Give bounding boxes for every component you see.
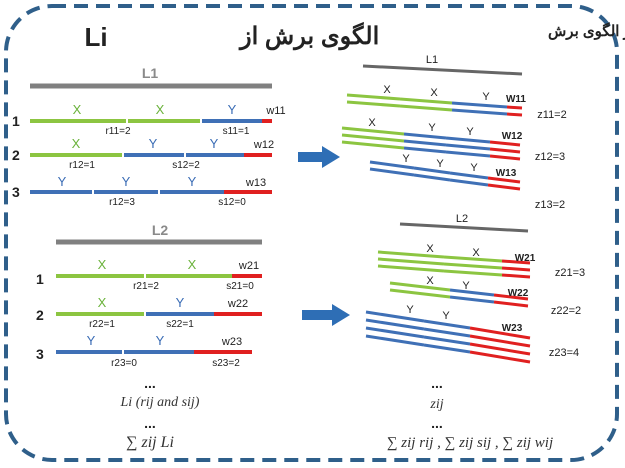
- g1-row3-y3: Y: [188, 174, 197, 189]
- right-g2-p1-waste: W21: [515, 253, 536, 264]
- right-g1-p2-waste: W12: [502, 131, 523, 142]
- g1-row2-number: 2: [12, 147, 20, 163]
- left-title: الگوی برش از: [238, 21, 379, 51]
- left-sum: ∑ zij Li: [126, 434, 174, 451]
- g1-row2-waste: w12: [253, 139, 274, 151]
- g1-row1-number: 1: [12, 113, 20, 129]
- g2-row3-number: 3: [36, 346, 44, 362]
- right-g1-p3-waste: W13: [496, 168, 517, 179]
- arrow-right-2: [302, 304, 350, 326]
- dashed-frame: [4, 4, 619, 462]
- right-g1-p1-label2: X: [430, 87, 438, 99]
- right-stock-bar-L1: [362, 64, 523, 76]
- stock-label-L2: L2: [152, 222, 169, 238]
- g2-row1-number: 1: [36, 271, 44, 287]
- right-g1-p2-label1: X: [368, 117, 376, 129]
- g1-row1-x1: X: [73, 102, 82, 117]
- g1-row3-waste: w13: [245, 177, 266, 189]
- right-g1-p1-z: z11=2: [537, 109, 566, 121]
- g1-row3-y2: Y: [122, 174, 131, 189]
- g1-row1-waste: w11: [265, 105, 285, 117]
- g1-row3-r: r12=3: [109, 197, 135, 208]
- g1-row3-y1: Y: [58, 174, 67, 189]
- right-g1-p3-label2: Y: [436, 158, 444, 170]
- g1-row2-y2: Y: [210, 136, 219, 151]
- left-formula: Li (rij and sij): [120, 395, 200, 410]
- g2-row3-y1: Y: [87, 333, 96, 348]
- g2-row1-s: s21=0: [226, 281, 254, 292]
- right-g2-p2-label2: Y: [462, 280, 470, 292]
- right-g1-p2-label3: Y: [466, 126, 474, 138]
- left-dots-1: ...: [144, 375, 156, 391]
- right-g1-p1-waste: W11: [506, 94, 526, 105]
- g1-row3-s: s12=0: [218, 197, 246, 208]
- g2-row1-x2: X: [188, 257, 197, 272]
- right-sum: ∑ zij rij , ∑ zij sij , ∑ zij wij: [387, 435, 553, 451]
- right-g2-p3-waste: W23: [502, 323, 523, 334]
- right-g1-p3-label1: Y: [402, 153, 410, 165]
- right-g1-pattern1: [346, 93, 523, 117]
- g2-row2-r: r22=1: [89, 319, 115, 330]
- g2-row2-number: 2: [36, 307, 44, 323]
- left-title-symbol: Li: [84, 22, 107, 52]
- right-g2-p1-z: z21=3: [555, 267, 585, 279]
- g1-row1-r: r11=2: [105, 126, 131, 137]
- g2-row2-waste: w22: [227, 298, 248, 310]
- right-g1-p1-label3: Y: [482, 91, 490, 103]
- right-dots-2: ...: [431, 415, 443, 431]
- right-g2-p3-label1: Y: [406, 304, 414, 316]
- right-g1-p3-label3: Y: [470, 162, 478, 174]
- g1-row2-y1: Y: [149, 136, 158, 151]
- right-title: مقادیر مورد نیاز از هر الگوی برش: [548, 22, 625, 40]
- right-g2-p3-label2: Y: [442, 310, 450, 322]
- g1-row1-x2: X: [156, 102, 165, 117]
- g2-row2-s: s22=1: [166, 319, 194, 330]
- g1-row2-s: s12=2: [172, 160, 200, 171]
- g2-row2-x: X: [98, 295, 107, 310]
- g2-row3-s: s23=2: [212, 358, 240, 369]
- right-g1-p2-label2: Y: [428, 122, 436, 134]
- g2-row3-r: r23=0: [111, 358, 137, 369]
- right-g2-p2-label1: X: [426, 275, 434, 287]
- stock-label-L1: L1: [142, 65, 159, 81]
- g2-row2-y: Y: [176, 295, 185, 310]
- right-g2-p2-waste: W22: [508, 288, 529, 299]
- g2-row1-x1: X: [98, 257, 107, 272]
- arrow-right-1: [298, 146, 340, 168]
- g2-row1-r: r21=2: [133, 281, 159, 292]
- g1-row3-number: 3: [12, 184, 20, 200]
- g1-row2-r: r12=1: [69, 160, 95, 171]
- right-stock-label-L2: L2: [456, 213, 468, 225]
- right-g2-pattern1: [377, 250, 531, 279]
- g1-row2-x: X: [72, 136, 81, 151]
- right-g1-pattern2: [341, 126, 521, 161]
- right-g2-pattern2: [389, 281, 529, 308]
- right-g2-p1-label1: X: [426, 243, 434, 255]
- right-stock-bar-L2: [399, 222, 529, 233]
- g1-row1-y: Y: [228, 102, 237, 117]
- g1-row1-s: s11=1: [223, 126, 250, 137]
- right-stock-label-L1: L1: [426, 54, 438, 66]
- right-g1-p3-z: z13=2: [535, 199, 565, 211]
- right-g2-pattern3: [365, 310, 531, 364]
- g2-row1-waste: w21: [238, 260, 259, 272]
- right-g1-p1-label1: X: [383, 84, 391, 96]
- g2-row3-waste: w23: [221, 336, 242, 348]
- right-g1-p2-z: z12=3: [535, 151, 565, 163]
- right-g1-pattern3: [369, 160, 521, 191]
- left-dots-2: ...: [144, 415, 156, 431]
- right-g2-p1-label2: X: [472, 247, 480, 259]
- right-formula: zij: [429, 397, 443, 412]
- g2-row3-y2: Y: [156, 333, 165, 348]
- right-g2-p3-z: z23=4: [549, 347, 579, 359]
- right-dots-1: ...: [431, 375, 443, 391]
- right-g2-p2-z: z22=2: [551, 305, 581, 317]
